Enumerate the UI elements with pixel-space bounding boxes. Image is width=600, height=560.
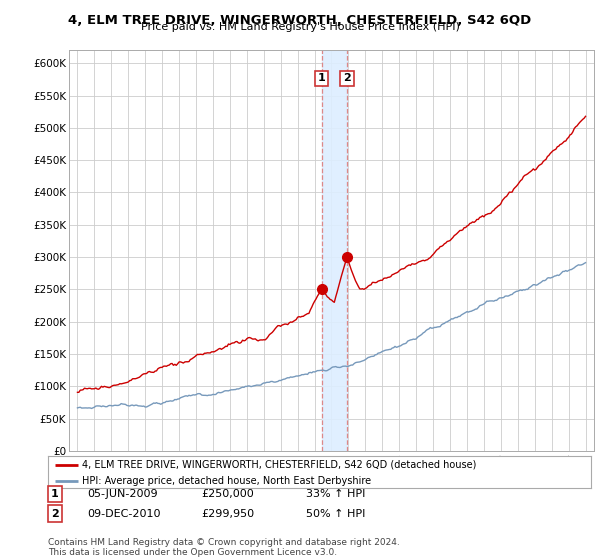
Text: 09-DEC-2010: 09-DEC-2010 (87, 508, 161, 519)
Text: 33% ↑ HPI: 33% ↑ HPI (306, 489, 365, 499)
Text: 4, ELM TREE DRIVE, WINGERWORTH, CHESTERFIELD, S42 6QD: 4, ELM TREE DRIVE, WINGERWORTH, CHESTERF… (68, 14, 532, 27)
Text: Contains HM Land Registry data © Crown copyright and database right 2024.
This d: Contains HM Land Registry data © Crown c… (48, 538, 400, 557)
Text: 2: 2 (343, 73, 351, 83)
Text: £250,000: £250,000 (201, 489, 254, 499)
Text: 50% ↑ HPI: 50% ↑ HPI (306, 508, 365, 519)
Text: £299,950: £299,950 (201, 508, 254, 519)
Text: HPI: Average price, detached house, North East Derbyshire: HPI: Average price, detached house, Nort… (82, 476, 371, 486)
Text: 2: 2 (51, 508, 59, 519)
Text: Price paid vs. HM Land Registry's House Price Index (HPI): Price paid vs. HM Land Registry's House … (140, 22, 460, 32)
Text: 1: 1 (51, 489, 59, 499)
Text: 4, ELM TREE DRIVE, WINGERWORTH, CHESTERFIELD, S42 6QD (detached house): 4, ELM TREE DRIVE, WINGERWORTH, CHESTERF… (82, 460, 476, 470)
Text: 05-JUN-2009: 05-JUN-2009 (87, 489, 158, 499)
Text: 1: 1 (318, 73, 326, 83)
Bar (322, 50, 347, 451)
